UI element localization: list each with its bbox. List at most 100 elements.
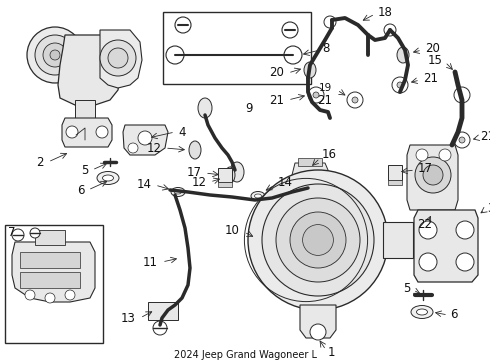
Text: 20: 20 xyxy=(269,67,284,80)
Ellipse shape xyxy=(254,194,262,198)
Ellipse shape xyxy=(171,188,185,197)
Circle shape xyxy=(454,132,470,148)
Polygon shape xyxy=(58,35,122,105)
Circle shape xyxy=(45,293,55,303)
Ellipse shape xyxy=(102,175,114,181)
Circle shape xyxy=(12,229,24,241)
Text: 21: 21 xyxy=(423,72,438,85)
Ellipse shape xyxy=(225,167,235,183)
Circle shape xyxy=(284,46,302,64)
Text: 19: 19 xyxy=(319,83,332,93)
Text: 10: 10 xyxy=(225,224,240,237)
Circle shape xyxy=(96,126,108,138)
Ellipse shape xyxy=(251,192,265,201)
Circle shape xyxy=(290,212,346,268)
Polygon shape xyxy=(62,118,112,147)
Circle shape xyxy=(423,165,443,185)
Polygon shape xyxy=(123,125,168,155)
Polygon shape xyxy=(414,210,478,282)
Bar xyxy=(35,230,65,245)
Circle shape xyxy=(419,221,437,239)
Circle shape xyxy=(262,184,374,296)
Text: 12: 12 xyxy=(192,175,207,189)
Polygon shape xyxy=(407,145,458,210)
Text: 7: 7 xyxy=(8,225,16,238)
Circle shape xyxy=(138,131,152,145)
Circle shape xyxy=(27,27,83,83)
Ellipse shape xyxy=(411,306,433,319)
Circle shape xyxy=(415,157,451,193)
Bar xyxy=(298,158,322,166)
Polygon shape xyxy=(300,305,336,338)
Circle shape xyxy=(30,228,40,238)
Bar xyxy=(218,182,232,187)
Circle shape xyxy=(456,253,474,271)
Polygon shape xyxy=(388,165,402,180)
Text: 11: 11 xyxy=(143,256,158,270)
Circle shape xyxy=(384,24,396,36)
Text: 2024 Jeep Grand Wagoneer L
Turbocharger & Components Diagram: 2024 Jeep Grand Wagoneer L Turbocharger … xyxy=(152,350,338,360)
Ellipse shape xyxy=(189,141,201,159)
Text: 21: 21 xyxy=(317,94,332,107)
Text: 5: 5 xyxy=(403,282,410,294)
Circle shape xyxy=(35,35,75,75)
Circle shape xyxy=(392,77,408,93)
Circle shape xyxy=(397,82,403,88)
Polygon shape xyxy=(100,30,142,88)
Text: 6: 6 xyxy=(450,309,458,321)
Circle shape xyxy=(310,324,326,340)
Polygon shape xyxy=(383,222,413,258)
Text: 9: 9 xyxy=(245,102,252,114)
Circle shape xyxy=(108,48,128,68)
Circle shape xyxy=(175,17,191,33)
Polygon shape xyxy=(218,168,232,182)
Text: 2: 2 xyxy=(36,157,44,170)
Text: 17: 17 xyxy=(187,166,202,179)
Text: 17: 17 xyxy=(418,162,433,175)
Ellipse shape xyxy=(198,98,212,118)
Ellipse shape xyxy=(230,162,244,182)
Ellipse shape xyxy=(416,309,427,315)
Bar xyxy=(20,252,80,268)
Circle shape xyxy=(65,290,75,300)
Circle shape xyxy=(100,40,136,76)
Circle shape xyxy=(66,126,78,138)
Bar xyxy=(148,302,178,320)
Ellipse shape xyxy=(397,47,409,63)
Ellipse shape xyxy=(304,62,316,78)
Circle shape xyxy=(282,22,298,38)
Circle shape xyxy=(308,87,324,103)
Text: 14: 14 xyxy=(137,177,152,190)
Circle shape xyxy=(439,149,451,161)
Circle shape xyxy=(276,198,360,282)
Text: 4: 4 xyxy=(178,126,186,139)
Circle shape xyxy=(454,87,470,103)
Circle shape xyxy=(25,290,35,300)
Circle shape xyxy=(153,321,167,335)
Circle shape xyxy=(456,221,474,239)
Text: 20: 20 xyxy=(425,42,440,55)
Text: 21: 21 xyxy=(269,94,284,107)
Circle shape xyxy=(313,92,319,98)
Text: 22: 22 xyxy=(417,217,433,230)
Circle shape xyxy=(416,149,428,161)
Text: 16: 16 xyxy=(322,148,337,162)
Text: 6: 6 xyxy=(77,184,85,198)
Circle shape xyxy=(459,137,465,143)
Polygon shape xyxy=(75,100,95,120)
Bar xyxy=(20,272,80,288)
Text: 13: 13 xyxy=(121,312,136,325)
Circle shape xyxy=(50,50,60,60)
Ellipse shape xyxy=(174,190,181,194)
Circle shape xyxy=(347,92,363,108)
Bar xyxy=(388,180,402,185)
Circle shape xyxy=(128,143,138,153)
Text: 12: 12 xyxy=(147,141,162,154)
Polygon shape xyxy=(292,163,328,182)
Circle shape xyxy=(166,46,184,64)
Text: 3: 3 xyxy=(487,202,490,215)
Text: 14: 14 xyxy=(278,176,293,189)
Text: 21: 21 xyxy=(480,130,490,144)
Text: 5: 5 xyxy=(81,165,88,177)
Polygon shape xyxy=(12,242,95,302)
